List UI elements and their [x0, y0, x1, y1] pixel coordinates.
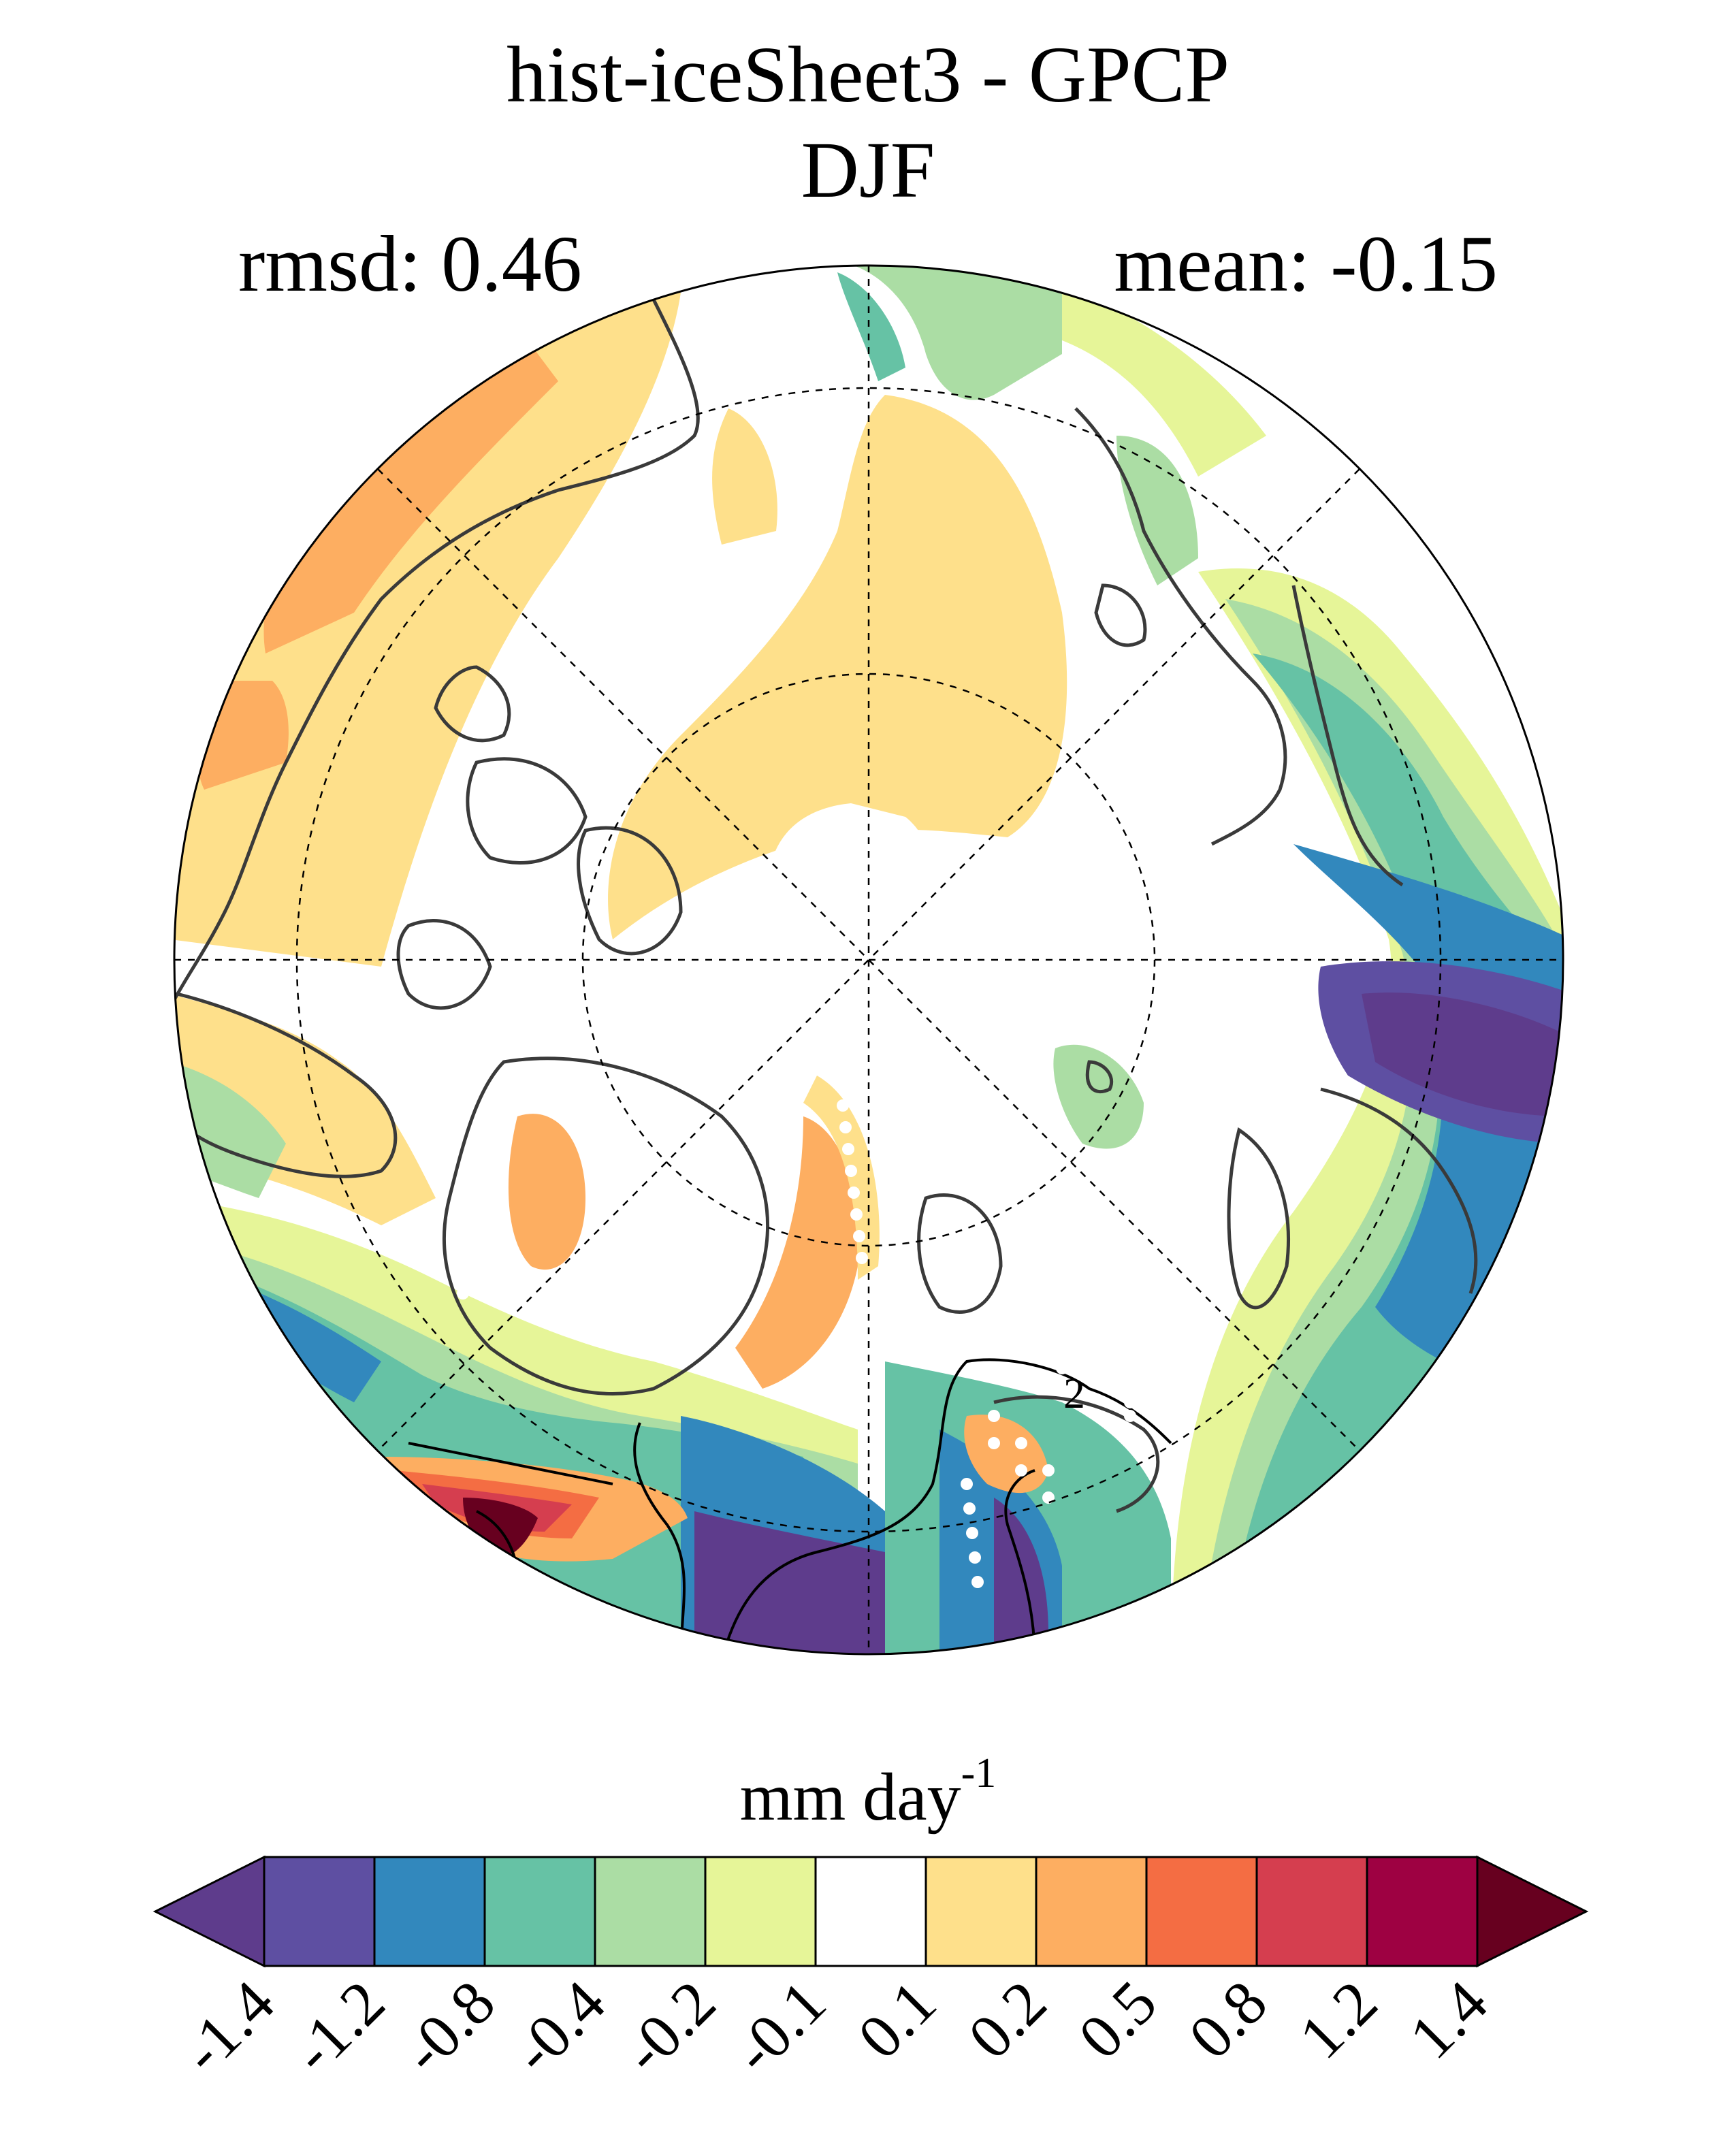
stipple-dot	[1072, 1304, 1084, 1316]
colorbar-segment	[704, 1856, 817, 1967]
colorbar-tick-label: -0.2	[609, 1967, 728, 2086]
stipple-dot	[1056, 1274, 1068, 1286]
stipple-dot	[839, 1121, 852, 1133]
stipple-dot	[850, 1208, 863, 1221]
stipple-dot	[1124, 1396, 1136, 1408]
stipple-dot	[856, 1252, 868, 1264]
stipple-dot	[988, 1437, 1000, 1449]
colorbar-tick-label: 0.8	[1176, 1967, 1280, 2071]
stipple-dot	[1124, 1342, 1136, 1354]
colorbar-segment	[373, 1856, 486, 1967]
stipple-dot	[961, 1478, 973, 1490]
stipple-dot	[729, 348, 741, 360]
stipple-dot	[853, 1230, 865, 1242]
colorbar-tick-label: -1.4	[168, 1967, 287, 2086]
stipple-dot	[1124, 1383, 1136, 1395]
mean-label: mean: -0.15	[1114, 219, 1498, 308]
units-exponent: -1	[961, 1750, 997, 1796]
colorbar-tick-label: 0.1	[845, 1967, 949, 2071]
colorbar-segment	[1255, 1856, 1368, 1967]
significance-stippling	[457, 348, 1150, 1588]
stipple-dot	[898, 1222, 910, 1234]
colorbar-segment	[925, 1856, 1038, 1967]
stipple-dot	[963, 1502, 976, 1515]
season-subtitle: DJF	[801, 125, 935, 214]
colorbar-segment	[594, 1856, 707, 1967]
stipple-dot	[969, 1551, 981, 1564]
stipple-dot	[882, 1091, 894, 1103]
stipple-dot	[1094, 1319, 1106, 1331]
colorbar-tick-label: 1.2	[1286, 1967, 1390, 2071]
map-boundary	[173, 264, 1564, 1656]
colorbar-segment	[814, 1856, 927, 1967]
colorbar-segment	[263, 1856, 376, 1967]
colorbar-segment	[483, 1856, 596, 1967]
coastlines	[174, 298, 1478, 1513]
units-text: mm day	[739, 1759, 961, 1835]
stipple-dot	[1056, 1291, 1068, 1304]
stipple-dot	[966, 1527, 978, 1539]
colorbar-segment	[1145, 1856, 1258, 1967]
stipple-dot	[848, 1187, 860, 1199]
stipple-dot	[484, 1287, 496, 1300]
colorbar-tick-label: -1.2	[278, 1967, 398, 2086]
stipple-dot	[1015, 1464, 1027, 1477]
colorbar-max-arrow	[1476, 1855, 1589, 1968]
stipple-dot	[1029, 1274, 1041, 1286]
colorbar-units: mm day-1	[0, 1752, 1736, 1838]
colorbar-min-arrow	[152, 1855, 266, 1968]
colorbar-tick-label: 1.4	[1396, 1967, 1500, 2071]
contour-label: 2	[1063, 1369, 1085, 1417]
stipple-dot	[1042, 1491, 1055, 1504]
colorbar-segment	[1366, 1856, 1479, 1967]
stipple-dot	[884, 1113, 897, 1125]
stipple-dot	[887, 1135, 899, 1147]
stipple-dot	[1056, 1327, 1068, 1339]
stipple-dot	[895, 1200, 907, 1212]
stipple-dot	[879, 1069, 891, 1082]
graticule	[174, 265, 1563, 1654]
rmsd-label: rmsd: 0.46	[238, 219, 582, 308]
stipple-dot	[1124, 1355, 1136, 1368]
stipple-dot	[754, 348, 766, 360]
stipple-dot	[1056, 1344, 1068, 1357]
stipple-dot	[842, 1143, 854, 1155]
stipple-dot	[1124, 1369, 1136, 1381]
stipple-dot	[831, 1056, 843, 1068]
colorbar-tick-label: -0.1	[720, 1967, 839, 2086]
stipple-dot	[778, 348, 790, 360]
stipple-dot	[1138, 1349, 1150, 1361]
colorbar-tick-label: 0.2	[955, 1967, 1059, 2071]
colorbar: -1.4-1.2-0.8-0.4-0.2-0.1 0.1 0.2 0.5 0.8 1.2 1…	[152, 1855, 1589, 2086]
stipple-dot	[837, 1099, 849, 1112]
stipple-dot	[803, 348, 815, 360]
stipple-dot	[1124, 1410, 1136, 1422]
stipple-dot	[971, 1576, 984, 1588]
colorbar-tick-label: 0.5	[1065, 1967, 1170, 2071]
colorbar-tick-label: -0.8	[389, 1967, 508, 2086]
stipple-dot	[1056, 1309, 1068, 1321]
map-title: hist-iceSheet3 - GPCP	[507, 30, 1229, 119]
stipple-dot	[893, 1178, 905, 1191]
colorbar-segment	[1035, 1856, 1148, 1967]
stipple-dot	[1015, 1437, 1027, 1449]
stipple-dot	[1116, 1334, 1128, 1346]
stipple-dot	[457, 1287, 469, 1300]
stipple-dot	[890, 1157, 902, 1169]
stipple-dot	[988, 1410, 1000, 1422]
colorbar-tick-label: -0.4	[499, 1967, 618, 2086]
stipple-dot	[1042, 1464, 1055, 1477]
stipple-dot	[1056, 1362, 1068, 1374]
stipple-dot	[834, 1078, 846, 1090]
stipple-dot	[845, 1165, 857, 1177]
